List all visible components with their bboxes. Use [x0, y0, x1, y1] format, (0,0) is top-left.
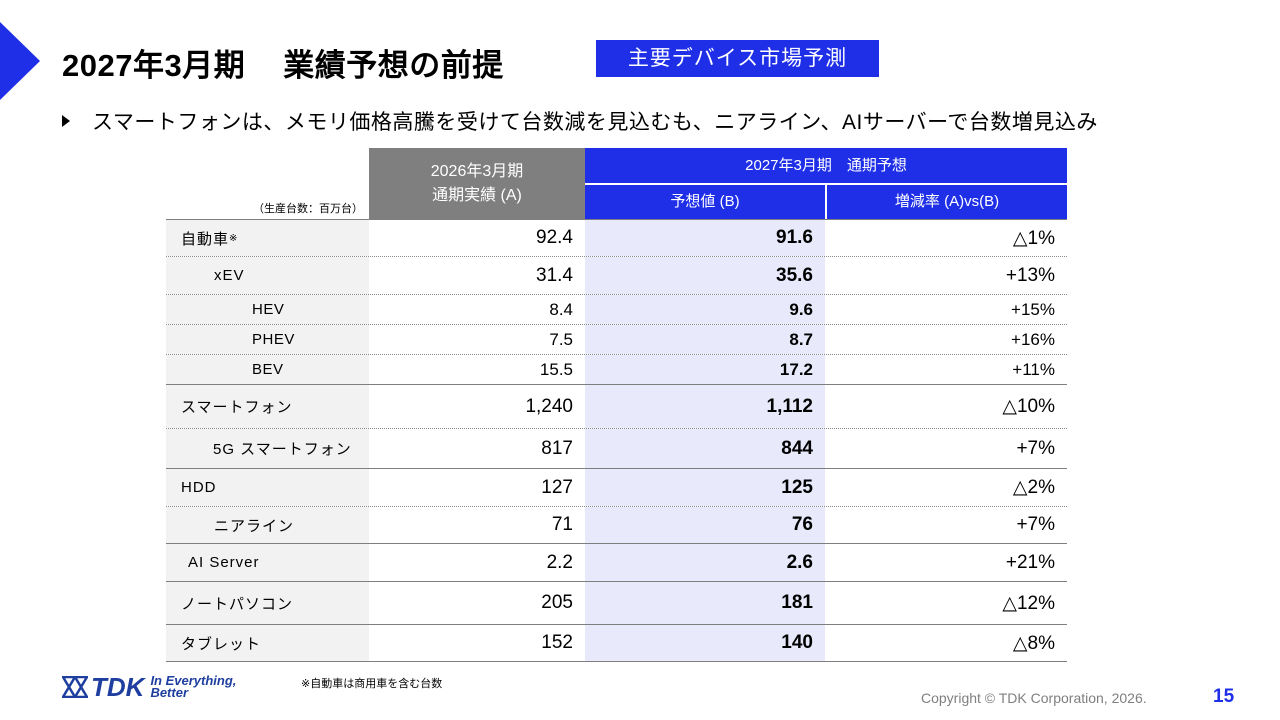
table-row: HDD 127 125 △2%: [166, 468, 1067, 506]
header-actual-label: 通期実績 (A): [432, 187, 522, 204]
summary-text: スマートフォンは、メモリ価格高騰を受けて台数減を見込むも、ニアライン、AIサーバ…: [92, 111, 1098, 134]
table-body: 自動車 ※ 92.4 91.6 △1% xEV 31.4 35.6 +13% HE…: [166, 219, 1067, 662]
page-number: 15: [1213, 686, 1235, 707]
cell-forecast: 125: [585, 469, 825, 506]
table-row: AI Server 2.2 2.6 +21%: [166, 543, 1067, 581]
tdk-emblem-icon: [62, 676, 88, 698]
cell-actual: 8.4: [549, 299, 573, 319]
cell-actual: 92.4: [536, 227, 573, 248]
cell-actual: 15.5: [539, 359, 573, 379]
row-label: HDD: [166, 469, 369, 506]
cell-actual: 7.5: [549, 329, 573, 349]
table-row: スマートフォン 1,240 1,112 △10%: [166, 384, 1067, 428]
footnote: ※自動車は商用車を含む台数: [301, 678, 443, 690]
tdk-logo: TDK In Everything, Better: [62, 674, 236, 700]
cell-actual: 817: [541, 437, 573, 459]
cell-change: +15%: [1011, 299, 1055, 319]
cell-actual: 127: [541, 476, 573, 498]
cell-change: +7%: [1016, 514, 1055, 535]
row-label: タブレット: [166, 625, 369, 661]
cell-change: △1%: [1012, 227, 1055, 249]
cell-forecast: 1,112: [585, 385, 825, 428]
table-row: 5G スマートフォン 817 844 +7%: [166, 428, 1067, 468]
table-row: HEV 8.4 9.6 +15%: [166, 294, 1067, 324]
cell-forecast: 35.6: [585, 257, 825, 294]
bullet-arrow-icon: [62, 115, 70, 127]
footnote-mark: ※: [229, 232, 239, 244]
cell-forecast: 140: [585, 625, 825, 661]
cell-change: +11%: [1012, 359, 1055, 379]
cell-forecast: 844: [585, 429, 825, 468]
table-row: ノートパソコン 205 181 △12%: [166, 581, 1067, 624]
row-label: スマートフォン: [166, 385, 369, 428]
header-actual: 2026年3月期 通期実績 (A): [369, 148, 585, 219]
table-header: （生産台数：百万台） 2026年3月期 通期実績 (A) 2027年3月期 通期…: [166, 148, 1067, 219]
table-row: ニアライン 71 76 +7%: [166, 506, 1067, 543]
table-row: タブレット 152 140 △8%: [166, 624, 1067, 662]
cell-actual: 31.4: [536, 264, 573, 286]
table-row: 自動車 ※ 92.4 91.6 △1%: [166, 219, 1067, 256]
row-label: PHEV: [166, 325, 369, 354]
title-subject: 業績予想の前提: [283, 48, 504, 83]
row-label: xEV: [166, 257, 369, 294]
row-label: ニアライン: [166, 507, 369, 543]
cell-change: +21%: [1005, 551, 1055, 573]
row-label: HEV: [166, 295, 369, 324]
page-title: 2027年3月期 業績予想の前提: [62, 40, 504, 85]
cell-change: +13%: [1005, 264, 1055, 286]
cell-actual: 2.2: [546, 551, 573, 573]
cell-forecast: 76: [585, 507, 825, 543]
cell-forecast: 2.6: [585, 544, 825, 581]
market-forecast-table: （生産台数：百万台） 2026年3月期 通期実績 (A) 2027年3月期 通期…: [166, 148, 1067, 662]
cell-actual: 71: [551, 514, 573, 535]
cell-actual: 205: [541, 592, 573, 613]
logo-wordmark: TDK: [91, 672, 145, 702]
cell-forecast: 91.6: [585, 220, 825, 256]
cell-forecast: 181: [585, 582, 825, 624]
header-actual-period: 2026年3月期: [430, 163, 524, 180]
cell-forecast: 17.2: [585, 355, 825, 384]
copyright: Copyright © TDK Corporation, 2026.: [921, 690, 1147, 706]
cell-change: △12%: [1002, 592, 1055, 614]
header-change-rate: 増減率 (A)vs(B): [827, 185, 1067, 219]
row-label: 自動車 ※: [166, 220, 369, 256]
cell-actual: 1,240: [525, 395, 573, 417]
table-row: PHEV 7.5 8.7 +16%: [166, 324, 1067, 354]
row-label: 5G スマートフォン: [166, 429, 369, 468]
cell-change: △2%: [1012, 477, 1055, 498]
cell-change: +7%: [1016, 437, 1055, 459]
header-forecast: 2027年3月期 通期予想: [585, 148, 1067, 183]
cell-change: +16%: [1011, 329, 1055, 349]
unit-note: （生産台数：百万台）: [253, 203, 363, 215]
cell-change: △10%: [1002, 396, 1055, 417]
table-row: BEV 15.5 17.2 +11%: [166, 354, 1067, 384]
row-label: AI Server: [166, 544, 369, 581]
cell-change: △8%: [1012, 632, 1055, 654]
cell-forecast: 8.7: [585, 325, 825, 354]
header-forecast-value: 予想値 (B): [585, 185, 825, 219]
corner-triangle-decoration: [0, 22, 40, 100]
table-row: xEV 31.4 35.6 +13%: [166, 256, 1067, 294]
section-badge: 主要デバイス市場予測: [596, 40, 879, 77]
title-period: 2027年3月期: [62, 48, 246, 83]
logo-tagline: In Everything, Better: [150, 673, 237, 700]
summary-bullet: スマートフォンは、メモリ価格高騰を受けて台数減を見込むも、ニアライン、AIサーバ…: [62, 106, 1098, 136]
cell-forecast: 9.6: [585, 295, 825, 324]
row-label: ノートパソコン: [166, 582, 369, 624]
cell-actual: 152: [541, 632, 573, 653]
row-label: BEV: [166, 355, 369, 384]
